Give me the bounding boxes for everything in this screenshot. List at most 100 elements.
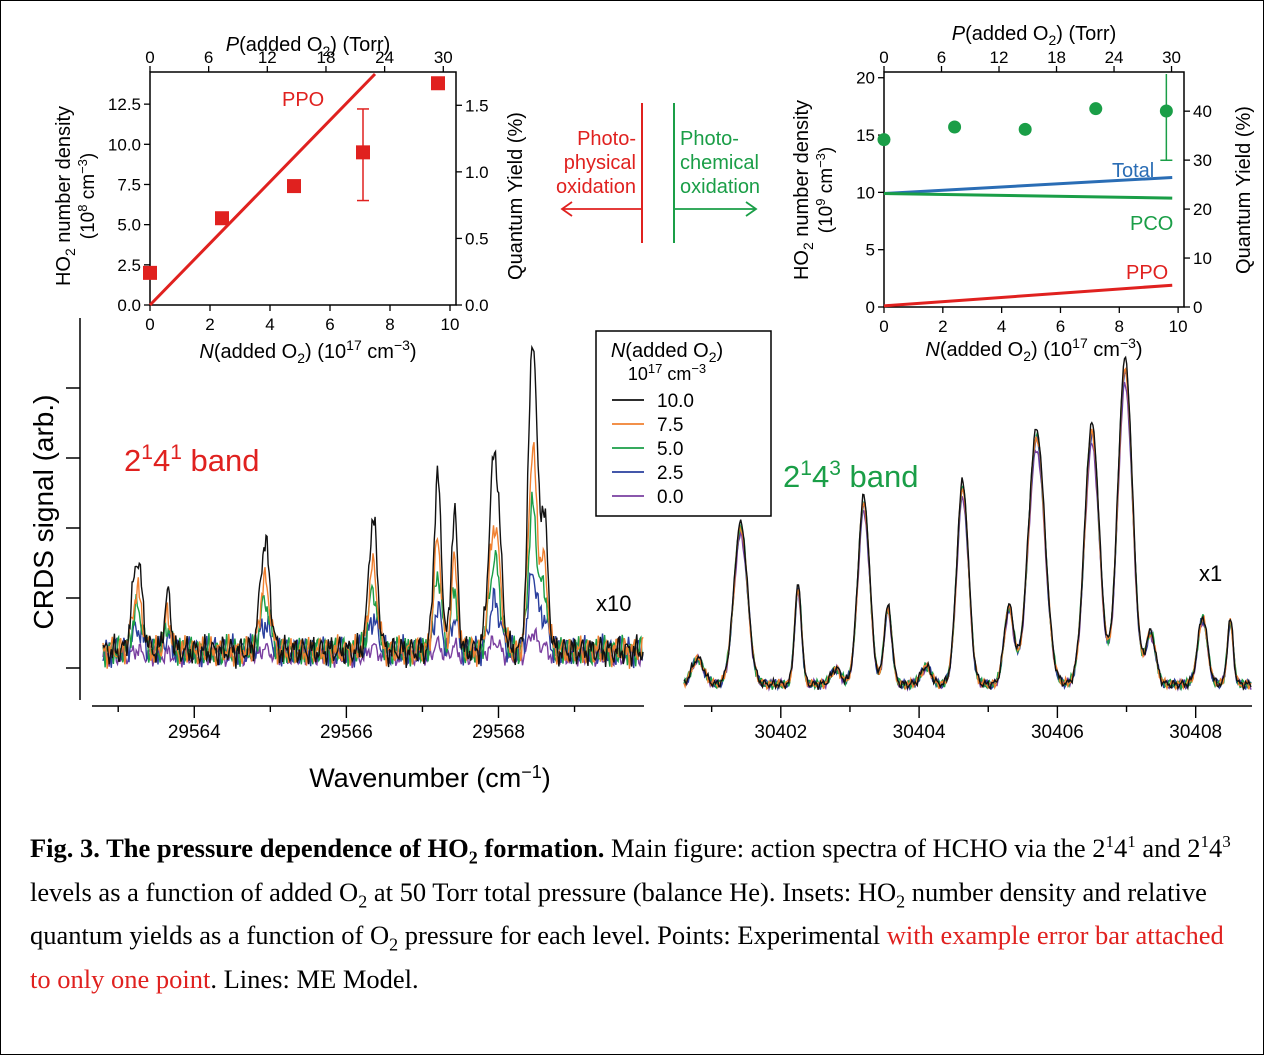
y2-tick-label: 0 <box>1193 298 1202 317</box>
data-point <box>287 179 301 194</box>
band-label-left: 2141 band <box>124 441 259 478</box>
right-inset-ppo-label: PPO <box>1126 262 1168 284</box>
x-tick-label: 0 <box>879 317 888 336</box>
x-tick-label: 4 <box>997 317 1006 336</box>
y2-tick-label: 0.5 <box>465 229 489 248</box>
photophysical-line3: oxidation <box>556 176 636 198</box>
y-tick-label: 2.5 <box>117 256 141 275</box>
top-tick-label: 12 <box>258 48 277 67</box>
y2-tick-label: 20 <box>1193 200 1212 219</box>
data-point <box>948 120 962 134</box>
photochemical-line1: Photo- <box>680 128 739 150</box>
x-tick-label: 10 <box>1169 317 1188 336</box>
y2-tick-label: 30 <box>1193 151 1212 170</box>
band-label-right: 2143 band <box>783 457 918 494</box>
right-inset-x-label: N(added O2) (1017 cm−3) <box>925 335 1142 364</box>
y-tick-label: 10.0 <box>108 135 141 154</box>
figure-canvas: CRDS signal (arb.) 29564 29566 29568 30402… <box>28 23 1255 793</box>
left-inset-ppo-label: PPO <box>282 89 324 111</box>
spectrum-trace-10.0 <box>683 355 1252 691</box>
legend-title: N(added O2) <box>611 340 723 365</box>
left-inset-x-label: N(added O2) (1017 cm−3) <box>199 337 416 366</box>
top-tick-label: 0 <box>879 48 888 67</box>
y-tick-label: 20 <box>856 69 875 88</box>
y-tick-label: 0.0 <box>117 296 141 315</box>
main-y-ticks <box>66 387 80 669</box>
x-tick-label: 0 <box>145 315 154 334</box>
x-tick-label: 30402 <box>754 722 807 743</box>
caption-red-note: with example error bar attached to only … <box>30 920 1224 995</box>
data-point <box>1089 102 1103 116</box>
x-tick-label: 30408 <box>1169 722 1222 743</box>
x-tick-label: 4 <box>265 315 274 334</box>
legend-label: 10.0 <box>657 391 694 412</box>
x-tick-label: 29568 <box>472 722 525 743</box>
total-line <box>883 175 1173 196</box>
svg-text:HO2 number density: HO2 number density <box>791 100 816 280</box>
left-inset-frame <box>149 71 457 306</box>
svg-text:(108 cm−3): (108 cm−3) <box>75 153 99 239</box>
svg-text:HO2 number density: HO2 number density <box>53 106 78 286</box>
y-tick-label: 0 <box>866 298 875 317</box>
y-tick-label: 15 <box>856 126 875 145</box>
top-tick-label: 24 <box>1105 48 1124 67</box>
y2-tick-label: 10 <box>1193 249 1212 268</box>
top-tick-label: 24 <box>375 48 394 67</box>
ppo-line <box>148 72 377 307</box>
photophysical-line2: physical <box>564 152 636 174</box>
y2-tick-label: 1.5 <box>465 96 489 115</box>
x-tick-label: 6 <box>1056 317 1065 336</box>
data-point <box>143 265 157 280</box>
right-inset-y2-label: Quantum Yield (%) <box>1233 106 1255 274</box>
right-inset-pco-label: PCO <box>1130 213 1173 235</box>
data-point <box>431 76 445 91</box>
y-tick-label: 12.5 <box>108 95 141 114</box>
ppo-line <box>883 283 1173 308</box>
y-tick-label: 7.5 <box>117 175 141 194</box>
x-tick-label: 29564 <box>168 722 221 743</box>
top-tick-label: 18 <box>1047 48 1066 67</box>
x-tick-label: 8 <box>1115 317 1124 336</box>
top-tick-label: 18 <box>317 48 336 67</box>
top-tick-label: 6 <box>937 48 946 67</box>
oxidation-arrows: Photo- physical oxidation Photo- chemica… <box>556 103 760 243</box>
y-tick-label: 10 <box>856 183 875 202</box>
left-inset-top-label: P(added O2) (Torr) <box>226 34 391 59</box>
main-right-ticks: 30402 30404 30406 30408 <box>710 706 1222 743</box>
top-tick-label: 12 <box>990 48 1009 67</box>
spectrum-trace-10.0 <box>102 344 644 669</box>
x-tick-label: 29566 <box>320 722 373 743</box>
left-inset-y-label: HO2 number density (108 cm−3) <box>53 106 99 286</box>
left-inset: 0 2 4 6 8 100 6 12 18 24 300.02.55.07.510.012.50.0… <box>53 34 527 366</box>
legend-label: 7.5 <box>657 415 683 436</box>
top-tick-label: 0 <box>145 48 154 67</box>
main-x-label: Wavenumber (cm−1) <box>309 762 551 793</box>
x-tick-label: 2 <box>938 317 947 336</box>
legend-label: 0.0 <box>657 487 683 508</box>
data-point <box>215 211 229 226</box>
legend-label: 5.0 <box>657 439 683 460</box>
y2-tick-label: 1.0 <box>465 163 489 182</box>
data-point <box>1018 122 1032 136</box>
right-inset-y-label: HO2 number density (109 cm−3) <box>791 100 837 280</box>
svg-text:(109 cm−3): (109 cm−3) <box>813 147 837 233</box>
spectrum-left-traces <box>102 344 644 669</box>
pco-line <box>883 192 1173 200</box>
figure-caption: Fig. 3. The pressure dependence of HO2 f… <box>30 832 1231 995</box>
legend-label: 2.5 <box>657 463 683 484</box>
photochemical-line3: oxidation <box>680 176 760 198</box>
caption-title: Fig. 3. The pressure dependence of HO2 f… <box>30 832 605 868</box>
photochemical-line2: chemical <box>680 152 759 174</box>
legend-unit: 1017 cm−3 <box>628 361 706 384</box>
x-tick-label: 8 <box>385 315 394 334</box>
right-inset-top-label: P(added O2) (Torr) <box>952 23 1117 48</box>
x-tick-label: 30406 <box>1031 722 1084 743</box>
y2-tick-label: 40 <box>1193 102 1212 121</box>
scale-label-left: x10 <box>596 591 631 616</box>
main-y-label: CRDS signal (arb.) <box>28 395 59 630</box>
x-tick-label: 6 <box>325 315 334 334</box>
main-spectra: CRDS signal (arb.) 29564 29566 29568 30402… <box>28 318 1252 793</box>
left-inset-y2-label: Quantum Yield (%) <box>505 112 527 280</box>
